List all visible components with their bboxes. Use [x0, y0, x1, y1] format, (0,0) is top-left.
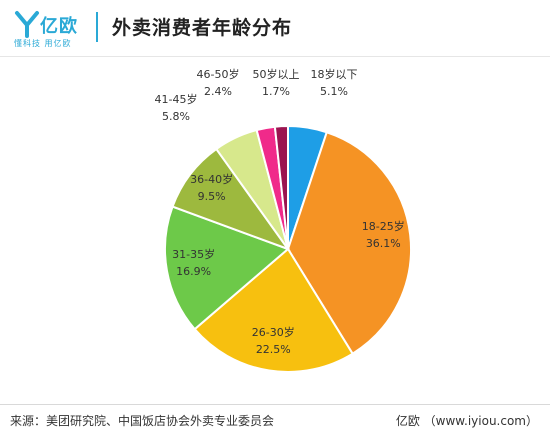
- source-note: 来源：美团研究院、中国饭店协会外卖专业委员会: [10, 414, 275, 428]
- slice-category-label: 46-50岁: [197, 67, 240, 81]
- slice-category-label: 50岁以上: [253, 67, 300, 81]
- footer-separator: [0, 404, 550, 405]
- logo-text: 亿欧: [40, 16, 78, 37]
- slice-value-label: 9.5%: [198, 190, 226, 203]
- slice-value-label: 36.1%: [366, 237, 401, 250]
- pie-chart: 18岁以下 5.1% 18-25岁 36.1% 26-30岁 22.5% 31-35岁 16.…: [155, 67, 412, 373]
- pie-slice: [193, 247, 354, 373]
- pie-slice: [164, 205, 290, 331]
- logo-y-icon: [15, 11, 39, 38]
- slice-value-label: 5.1%: [320, 85, 348, 98]
- slice-category-label: 36-40岁: [190, 172, 233, 186]
- slice-value-label: 5.8%: [162, 110, 190, 123]
- brand-credit[interactable]: 亿欧 （www.iyiou.com）: [395, 414, 538, 428]
- header-divider: [96, 12, 98, 42]
- slice-category-label: 41-45岁: [155, 92, 198, 106]
- slice-value-label: 2.4%: [204, 85, 232, 98]
- pie-slices: [164, 124, 412, 373]
- slice-category-label: 18岁以下: [311, 67, 358, 81]
- pie-labels: 18岁以下 5.1% 18-25岁 36.1% 26-30岁 22.5% 31-35岁 16.…: [155, 67, 405, 356]
- pie-slice: [273, 124, 289, 250]
- logo[interactable]: 亿欧 懂科技 用亿欧: [14, 8, 86, 50]
- slice-value-label: 1.7%: [262, 85, 290, 98]
- header: 亿欧 懂科技 用亿欧 外卖消费者年龄分布: [0, 0, 550, 56]
- slice-category-label: 31-35岁: [172, 247, 215, 261]
- header-separator: [0, 56, 550, 57]
- slice-category-label: 18-25岁: [362, 219, 405, 233]
- chart-title: 外卖消费者年龄分布: [112, 17, 293, 39]
- logo-subtitle: 懂科技 用亿欧: [14, 39, 72, 48]
- slice-value-label: 16.9%: [176, 265, 211, 278]
- slice-value-label: 22.5%: [256, 343, 291, 356]
- slice-category-label: 26-30岁: [252, 325, 295, 339]
